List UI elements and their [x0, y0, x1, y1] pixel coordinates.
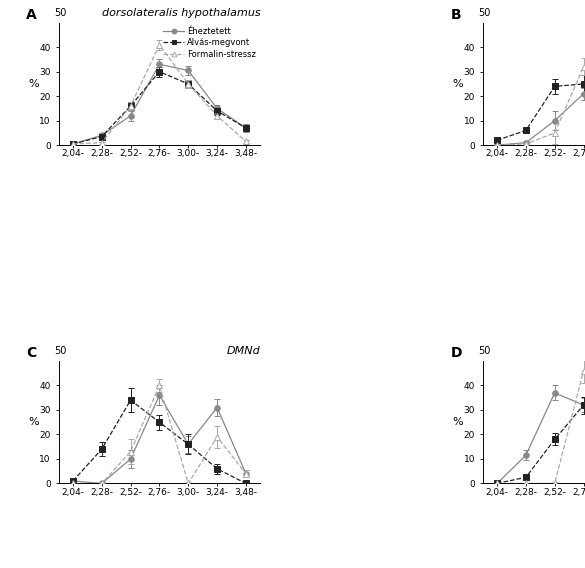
Text: DMNd: DMNd	[226, 346, 260, 356]
Y-axis label: %: %	[29, 79, 39, 89]
Text: A: A	[26, 8, 37, 22]
Text: C: C	[26, 346, 36, 360]
Text: D: D	[450, 346, 462, 360]
Text: dorsolateralis hypothalamus: dorsolateralis hypothalamus	[102, 8, 260, 18]
Text: 50: 50	[479, 8, 491, 18]
Y-axis label: %: %	[453, 417, 463, 427]
Text: 50: 50	[54, 8, 67, 18]
Y-axis label: %: %	[453, 79, 463, 89]
Text: 50: 50	[54, 346, 67, 356]
Y-axis label: %: %	[29, 417, 39, 427]
Legend: Éheztetett, Alvás-megvont, Formalin-stressz: Éheztetett, Alvás-megvont, Formalin-stre…	[163, 27, 256, 59]
Text: 50: 50	[479, 346, 491, 356]
Text: B: B	[450, 8, 461, 22]
